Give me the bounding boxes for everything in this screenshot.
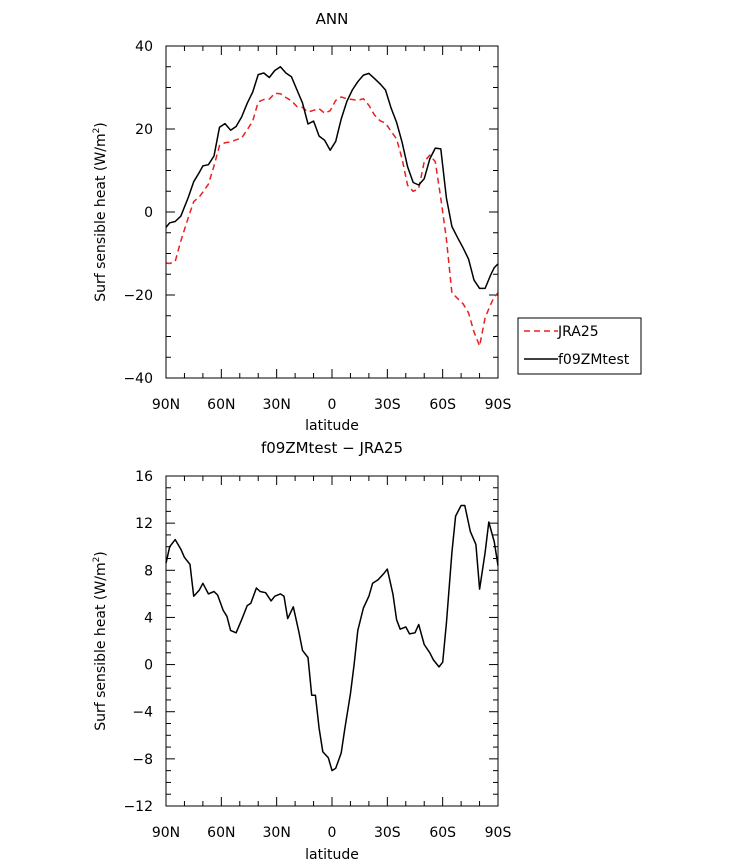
chart-title-bottom: f09ZMtest − JRA25 xyxy=(261,439,403,457)
x-tick-label: 60N xyxy=(207,825,235,841)
x-tick-label: 30S xyxy=(374,825,401,841)
y-ticks-top: −40 −20 0 20 40 xyxy=(123,39,498,387)
y-tick-label: 12 xyxy=(135,516,153,532)
y-tick-label: 40 xyxy=(135,39,153,55)
y-tick-label: −20 xyxy=(123,288,153,304)
x-tick-label: 90N xyxy=(152,825,180,841)
x-axis-label-bottom: latitude xyxy=(305,847,359,863)
y-axis-label-bottom: Surf sensible heat (W/m2) xyxy=(92,551,109,731)
y-tick-label: 16 xyxy=(135,469,153,485)
x-tick-label: 60S xyxy=(429,397,456,413)
y-axis-label-superscript: 2 xyxy=(92,128,102,134)
y-tick-label: −40 xyxy=(123,371,153,387)
svg-text:Surf sensible heat (W/m2): Surf sensible heat (W/m2) xyxy=(92,122,109,302)
series-lines-top xyxy=(165,66,499,347)
plot-frame-bottom xyxy=(165,475,499,807)
chart-title-top: ANN xyxy=(316,10,349,28)
x-tick-label: 0 xyxy=(328,397,337,413)
x-ticks-bottom: 90N 60N 30N 0 30S 60S 90S xyxy=(152,476,512,841)
y-tick-label: −8 xyxy=(132,752,153,768)
y-axis-label-text: Surf sensible heat (W/m xyxy=(93,133,109,301)
x-tick-label: 90S xyxy=(485,397,512,413)
chart-panel-bottom: f09ZMtest − JRA25 Surf sensible heat (W/… xyxy=(92,439,511,863)
x-tick-label: 0 xyxy=(328,825,337,841)
y-axis-label-close: ) xyxy=(93,551,109,556)
x-tick-label: 30N xyxy=(263,825,291,841)
x-tick-label: 30N xyxy=(263,397,291,413)
y-axis-label-top: Surf sensible heat (W/m2) xyxy=(92,122,109,302)
x-ticks-top: 90N 60N 30N 0 30S 60S 90S xyxy=(152,46,512,413)
x-tick-label: 90N xyxy=(152,397,180,413)
y-axis-label-superscript: 2 xyxy=(92,557,102,563)
series-line-difference xyxy=(165,504,499,772)
legend-label-jra25: JRA25 xyxy=(557,324,599,340)
svg-text:Surf sensible heat (W/m2): Surf sensible heat (W/m2) xyxy=(92,551,109,731)
series-line-f09zmtest xyxy=(165,66,499,290)
legend-box xyxy=(517,317,642,375)
y-tick-label: 0 xyxy=(144,205,153,221)
y-tick-label: 20 xyxy=(135,122,153,138)
x-tick-label: 30S xyxy=(374,397,401,413)
y-axis-label-close: ) xyxy=(93,122,109,127)
plot-frame-top xyxy=(165,45,499,379)
series-line-jra25 xyxy=(165,92,499,347)
chart-panel-top: ANN Surf sensible heat (W/m2) latitude −… xyxy=(92,10,642,434)
legend: JRA25 f09ZMtest xyxy=(517,317,642,375)
series-lines-bottom xyxy=(165,504,499,772)
y-tick-label: −12 xyxy=(123,799,153,815)
legend-label-f09zmtest: f09ZMtest xyxy=(558,352,630,368)
x-tick-label: 60S xyxy=(429,825,456,841)
x-axis-label-top: latitude xyxy=(305,418,359,434)
y-tick-label: 0 xyxy=(144,658,153,674)
y-tick-label: 4 xyxy=(144,610,153,626)
y-tick-label: 8 xyxy=(144,563,153,579)
x-tick-label: 60N xyxy=(207,397,235,413)
y-tick-label: −4 xyxy=(132,705,153,721)
y-axis-label-text: Surf sensible heat (W/m xyxy=(93,562,109,730)
x-tick-label: 90S xyxy=(485,825,512,841)
y-ticks-bottom: −12 −8 −4 0 4 8 12 16 xyxy=(123,469,498,815)
